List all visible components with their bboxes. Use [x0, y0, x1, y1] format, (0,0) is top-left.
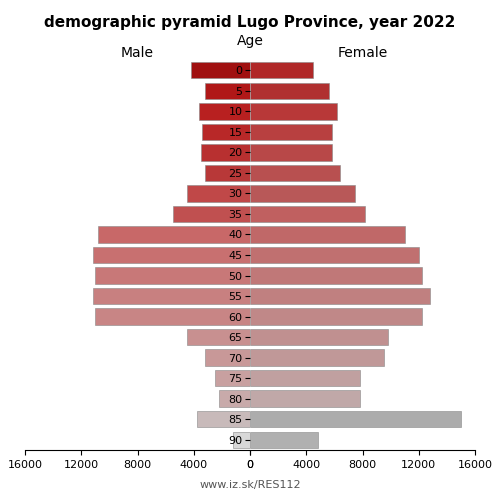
Bar — [202, 124, 250, 140]
Bar — [250, 226, 404, 242]
Bar — [172, 206, 250, 222]
Bar — [250, 390, 360, 407]
Bar — [250, 62, 314, 78]
Bar — [250, 288, 430, 304]
Bar — [92, 247, 250, 263]
Bar — [201, 144, 250, 160]
Bar — [250, 329, 388, 345]
Bar — [250, 124, 332, 140]
Bar — [250, 370, 360, 386]
Bar — [205, 82, 250, 99]
X-axis label: Male: Male — [121, 46, 154, 60]
X-axis label: Female: Female — [338, 46, 388, 60]
Bar — [96, 308, 250, 325]
Bar — [191, 62, 250, 78]
Bar — [186, 185, 250, 202]
Bar — [250, 82, 329, 99]
Text: Age: Age — [236, 34, 264, 48]
Bar — [205, 350, 250, 366]
Bar — [250, 144, 332, 160]
Bar — [250, 185, 356, 202]
Bar — [200, 103, 250, 120]
Bar — [196, 411, 250, 428]
Text: www.iz.sk/RES112: www.iz.sk/RES112 — [199, 480, 301, 490]
Bar — [96, 268, 250, 283]
Text: demographic pyramid Lugo Province, year 2022: demographic pyramid Lugo Province, year … — [44, 15, 456, 30]
Bar — [215, 370, 250, 386]
Bar — [250, 308, 422, 325]
Bar — [98, 226, 250, 242]
Bar — [250, 103, 337, 120]
Bar — [250, 268, 422, 283]
Bar — [250, 411, 461, 428]
Bar — [186, 329, 250, 345]
Bar — [205, 164, 250, 181]
Bar — [250, 206, 366, 222]
Bar — [92, 288, 250, 304]
Bar — [250, 247, 419, 263]
Bar — [233, 432, 250, 448]
Bar — [250, 164, 340, 181]
Bar — [219, 390, 250, 407]
Bar — [250, 432, 318, 448]
Bar — [250, 350, 384, 366]
